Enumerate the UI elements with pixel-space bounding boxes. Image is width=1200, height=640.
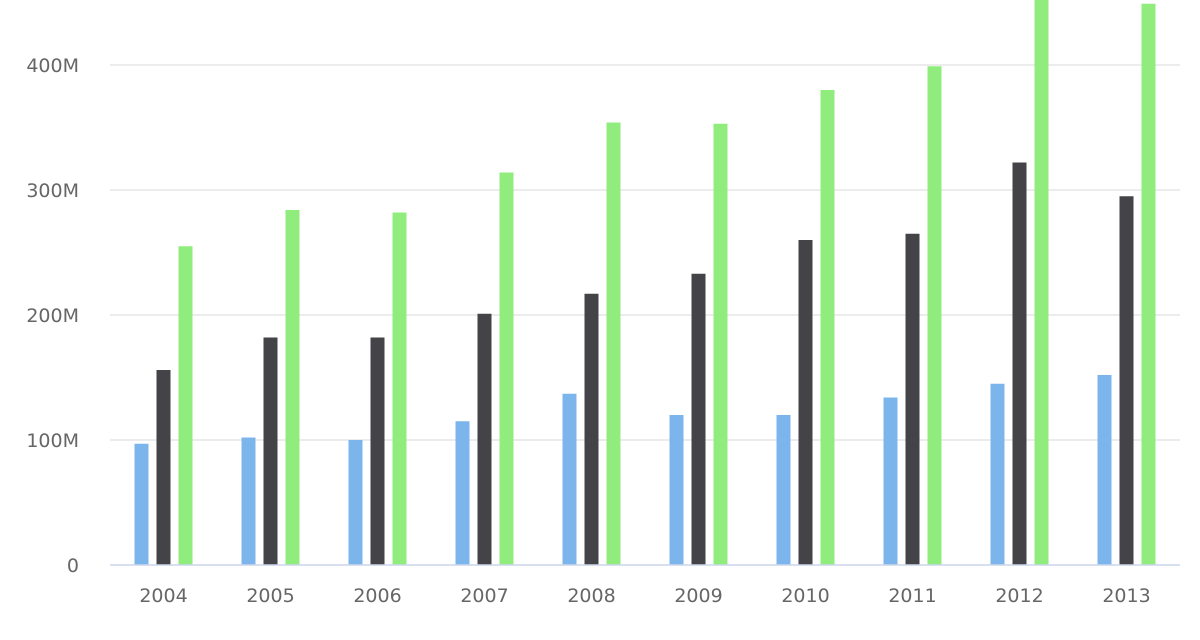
bar-2004-series-1 [134, 443, 149, 565]
bar-2009-series-3 [713, 123, 728, 565]
y-tick-label: 100M [26, 430, 79, 452]
y-tick-label: 200M [26, 305, 79, 327]
x-tick-label: 2013 [1102, 585, 1150, 607]
bar-2008-series-2 [584, 293, 599, 565]
y-tick-label: 400M [26, 55, 79, 77]
bar-2006-series-3 [392, 212, 407, 565]
x-axis-ticks: 2004 2005 2006 2007 2008 2009 2010 2011 2012 2013 [139, 585, 1150, 607]
x-tick-label: 2011 [888, 585, 936, 607]
bar-2011-series-1 [883, 397, 898, 565]
bar-2008-series-3 [606, 122, 621, 565]
x-tick-label: 2009 [674, 585, 722, 607]
bar-2006-series-1 [348, 440, 363, 565]
bar-2012-series-3 [1034, 0, 1049, 565]
bar-2011-series-3 [927, 66, 942, 565]
bar-2005-series-3 [285, 210, 300, 565]
bar-2007-series-1 [455, 421, 470, 565]
bar-2010-series-2 [798, 240, 813, 565]
x-tick-label: 2008 [567, 585, 615, 607]
x-tick-label: 2007 [460, 585, 508, 607]
bar-2010-series-3 [820, 90, 835, 565]
bar-2004-series-3 [178, 246, 193, 565]
bar-2013-series-1 [1097, 375, 1112, 565]
bars [134, 0, 1156, 565]
bar-2010-series-1 [776, 415, 791, 565]
bar-2004-series-2 [156, 370, 171, 565]
bar-2013-series-3 [1141, 3, 1156, 565]
x-tick-label: 2004 [139, 585, 187, 607]
bar-2009-series-1 [669, 415, 684, 565]
x-tick-label: 2006 [353, 585, 401, 607]
bar-2005-series-2 [263, 337, 278, 565]
bar-2007-series-2 [477, 313, 492, 565]
y-axis-ticks: 0 100M 200M 300M 400M [26, 55, 79, 577]
bar-2012-series-2 [1012, 162, 1027, 565]
y-tick-label: 300M [26, 180, 79, 202]
y-tick-label: 0 [67, 555, 79, 577]
bar-2009-series-2 [691, 273, 706, 565]
bar-2007-series-3 [499, 172, 514, 565]
bar-2012-series-1 [990, 383, 1005, 565]
bar-2005-series-1 [241, 437, 256, 565]
bar-2006-series-2 [370, 337, 385, 565]
x-tick-label: 2005 [246, 585, 294, 607]
x-tick-label: 2012 [995, 585, 1043, 607]
bar-2008-series-1 [562, 393, 577, 565]
bar-2013-series-2 [1119, 196, 1134, 565]
x-tick-label: 2010 [781, 585, 829, 607]
bar-2011-series-2 [905, 233, 920, 565]
